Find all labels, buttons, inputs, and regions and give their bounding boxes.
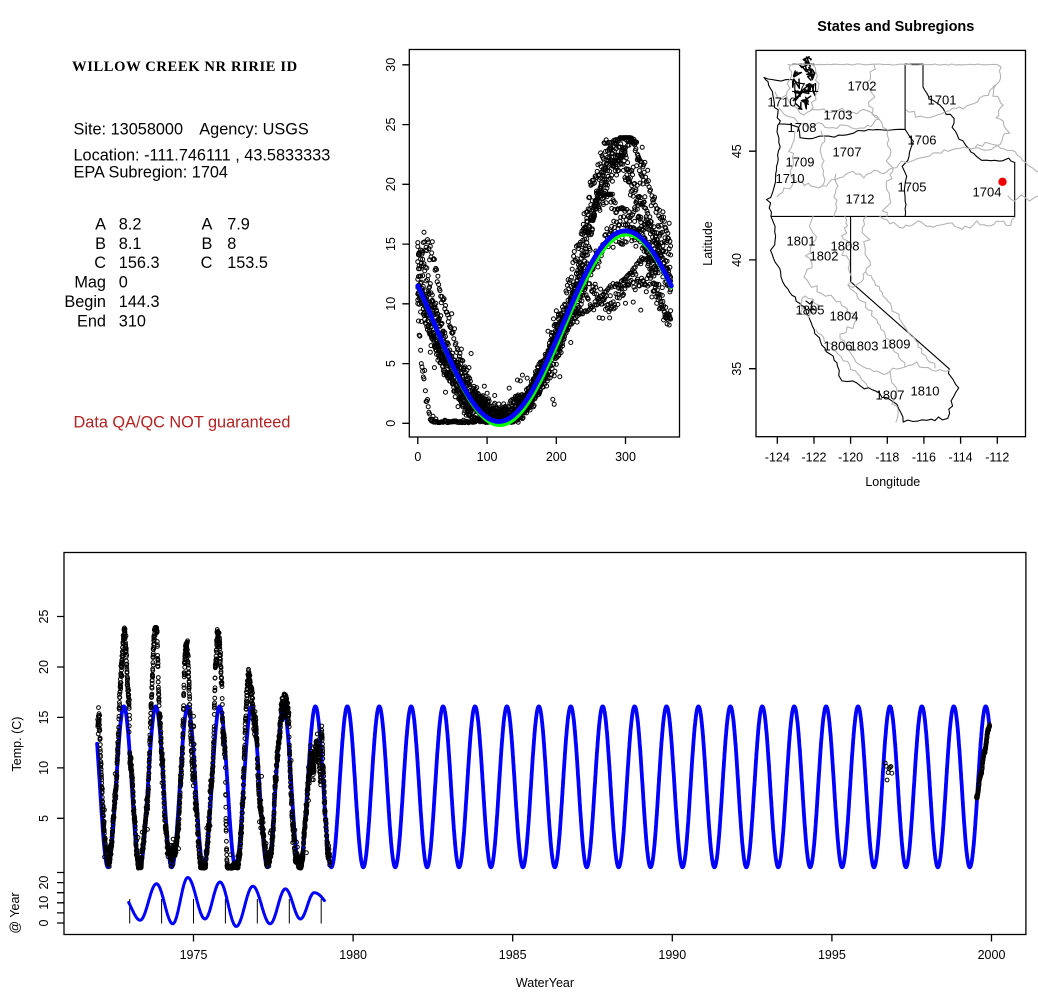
svg-text:5: 5 [384, 360, 398, 367]
svg-text:1805: 1805 [796, 303, 825, 318]
svg-text:10: 10 [384, 297, 398, 311]
svg-text:8.2: 8.2 [119, 215, 142, 233]
svg-text:Latitude: Latitude [701, 221, 715, 266]
svg-text:1807: 1807 [876, 388, 905, 403]
svg-text:1975: 1975 [180, 948, 208, 962]
svg-text:1710: 1710 [768, 95, 797, 110]
svg-text:10: 10 [37, 896, 51, 910]
svg-text:WILLOW CREEK NR RIRIE ID: WILLOW CREEK NR RIRIE ID [72, 59, 298, 75]
svg-text:0: 0 [384, 420, 398, 427]
svg-text:1709: 1709 [786, 155, 815, 170]
svg-text:8: 8 [227, 235, 236, 253]
svg-text:A: A [202, 215, 213, 233]
svg-text:200: 200 [546, 450, 567, 464]
svg-text:1803: 1803 [850, 339, 879, 354]
svg-text:-112: -112 [985, 451, 1009, 465]
svg-text:45: 45 [730, 144, 744, 158]
svg-text:1980: 1980 [339, 948, 367, 962]
svg-text:1707: 1707 [833, 145, 862, 160]
svg-text:100: 100 [477, 450, 498, 464]
svg-text:1708: 1708 [788, 120, 817, 135]
svg-text:1711: 1711 [791, 80, 819, 95]
svg-text:States and Subregions: States and Subregions [817, 19, 974, 35]
svg-text:B: B [202, 235, 213, 253]
svg-text:300: 300 [615, 450, 636, 464]
svg-text:Site: 13058000: Site: 13058000 [74, 120, 184, 138]
svg-text:1806: 1806 [824, 339, 853, 354]
svg-text:144.3: 144.3 [119, 293, 160, 311]
svg-text:1808: 1808 [831, 239, 860, 254]
svg-text:End: End [77, 312, 106, 330]
svg-text:1804: 1804 [830, 309, 859, 324]
svg-text:EPA Subregion: 1704: EPA Subregion: 1704 [74, 163, 229, 181]
svg-text:Temp. (C): Temp. (C) [10, 717, 24, 772]
svg-text:1809: 1809 [882, 337, 911, 352]
svg-text:@ Year: @ Year [8, 892, 22, 933]
svg-text:15: 15 [384, 237, 398, 251]
svg-text:1706: 1706 [908, 133, 937, 148]
svg-text:-118: -118 [875, 451, 899, 465]
svg-text:-116: -116 [912, 451, 936, 465]
svg-text:40: 40 [730, 253, 744, 267]
svg-text:1985: 1985 [499, 948, 527, 962]
svg-text:-124: -124 [765, 451, 790, 465]
svg-text:0: 0 [414, 450, 421, 464]
svg-text:C: C [201, 254, 213, 272]
svg-text:A: A [95, 215, 106, 233]
svg-text:1712: 1712 [846, 192, 875, 207]
svg-text:1802: 1802 [810, 249, 839, 264]
svg-text:25: 25 [37, 610, 51, 624]
svg-text:-114: -114 [949, 451, 973, 465]
svg-text:15: 15 [37, 710, 51, 724]
svg-text:1801: 1801 [787, 234, 816, 249]
svg-text:8.1: 8.1 [119, 235, 142, 253]
svg-text:0: 0 [119, 274, 128, 292]
svg-text:310: 310 [119, 312, 146, 330]
svg-text:Agency: USGS: Agency: USGS [199, 120, 309, 138]
svg-text:156.3: 156.3 [119, 254, 160, 272]
svg-text:0: 0 [37, 919, 51, 926]
svg-text:30: 30 [384, 58, 398, 72]
svg-text:20: 20 [37, 876, 51, 890]
svg-text:20: 20 [384, 177, 398, 191]
svg-text:20: 20 [37, 660, 51, 674]
svg-text:Location: -111.746111 , 43.583: Location: -111.746111 , 43.5833333 [74, 147, 331, 165]
svg-text:35: 35 [730, 362, 744, 376]
svg-text:1810: 1810 [911, 384, 940, 399]
svg-text:1704: 1704 [973, 185, 1002, 200]
svg-text:1710: 1710 [776, 171, 805, 186]
svg-text:-120: -120 [838, 451, 863, 465]
svg-text:1702: 1702 [848, 79, 877, 94]
svg-text:C: C [94, 254, 106, 272]
svg-text:1705: 1705 [898, 180, 927, 195]
svg-text:1703: 1703 [824, 108, 853, 123]
svg-text:B: B [95, 235, 106, 253]
svg-text:10: 10 [37, 761, 51, 775]
svg-text:Longitude: Longitude [865, 475, 920, 489]
svg-text:1701: 1701 [928, 93, 957, 108]
svg-text:2000: 2000 [978, 948, 1006, 962]
svg-text:Mag: Mag [74, 274, 106, 292]
svg-text:1990: 1990 [658, 948, 686, 962]
svg-text:Data QA/QC NOT guaranteed: Data QA/QC NOT guaranteed [74, 414, 291, 432]
svg-text:25: 25 [384, 118, 398, 132]
svg-text:WaterYear: WaterYear [516, 976, 574, 990]
svg-text:1995: 1995 [818, 948, 846, 962]
svg-text:7.9: 7.9 [227, 215, 250, 233]
svg-text:5: 5 [37, 815, 51, 822]
svg-text:-122: -122 [801, 451, 826, 465]
svg-text:153.5: 153.5 [227, 254, 268, 272]
svg-text:Begin: Begin [64, 293, 106, 311]
